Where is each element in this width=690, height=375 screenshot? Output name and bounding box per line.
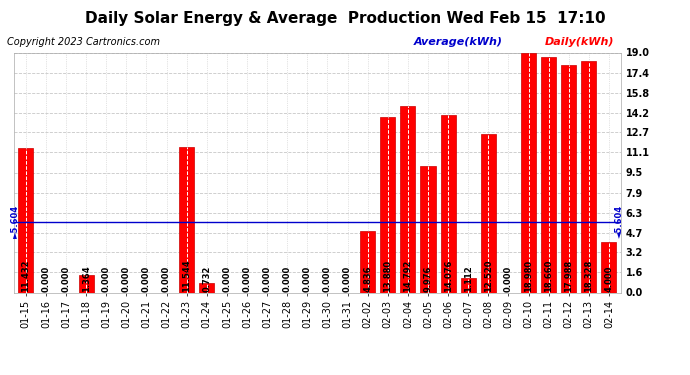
Text: 9.976: 9.976 [424, 266, 433, 292]
Text: 0.000: 0.000 [222, 266, 231, 292]
Text: 0.000: 0.000 [323, 266, 332, 292]
Text: Copyright 2023 Cartronics.com: Copyright 2023 Cartronics.com [7, 37, 160, 47]
Text: 0.732: 0.732 [202, 266, 211, 292]
Bar [400, 106, 415, 292]
Bar [199, 283, 215, 292]
Text: 18.980: 18.980 [524, 260, 533, 292]
Text: Average(kWh): Average(kWh) [414, 37, 503, 47]
Text: Daily Solar Energy & Average  Production Wed Feb 15  17:10: Daily Solar Energy & Average Production … [85, 11, 605, 26]
Bar [360, 231, 375, 292]
Bar [79, 275, 94, 292]
Bar [420, 166, 435, 292]
Text: 17.988: 17.988 [564, 260, 573, 292]
Text: 1.364: 1.364 [81, 265, 90, 292]
Bar [461, 279, 475, 292]
Text: 14.792: 14.792 [404, 260, 413, 292]
Bar [440, 115, 455, 292]
Bar [521, 53, 536, 292]
Text: 0.000: 0.000 [283, 266, 292, 292]
Text: 18.328: 18.328 [584, 260, 593, 292]
Text: ◄5.604: ◄5.604 [615, 205, 624, 238]
Text: 18.660: 18.660 [544, 260, 553, 292]
Bar [541, 57, 556, 292]
Text: 0.000: 0.000 [61, 266, 70, 292]
Text: 4.000: 4.000 [604, 266, 613, 292]
Text: 0.000: 0.000 [242, 266, 252, 292]
Text: Daily(kWh): Daily(kWh) [545, 37, 615, 47]
Text: 13.880: 13.880 [383, 260, 393, 292]
Text: 0.000: 0.000 [263, 266, 272, 292]
Text: 4.836: 4.836 [363, 266, 372, 292]
Bar [481, 134, 496, 292]
Text: 0.000: 0.000 [303, 266, 312, 292]
Text: 0.000: 0.000 [504, 266, 513, 292]
Bar [380, 117, 395, 292]
Bar [19, 148, 33, 292]
Bar [581, 61, 596, 292]
Text: ►5.604: ►5.604 [11, 205, 20, 238]
Bar [561, 65, 576, 292]
Text: 11.432: 11.432 [21, 260, 30, 292]
Text: 12.520: 12.520 [484, 260, 493, 292]
Bar [602, 242, 616, 292]
Text: 1.112: 1.112 [464, 265, 473, 292]
Text: 0.000: 0.000 [343, 266, 352, 292]
Text: 0.000: 0.000 [41, 266, 50, 292]
Bar [179, 147, 195, 292]
Text: 0.000: 0.000 [162, 266, 171, 292]
Text: 11.544: 11.544 [182, 259, 191, 292]
Text: 0.000: 0.000 [142, 266, 151, 292]
Text: 0.000: 0.000 [122, 266, 131, 292]
Text: 0.000: 0.000 [102, 266, 111, 292]
Text: 14.076: 14.076 [444, 260, 453, 292]
